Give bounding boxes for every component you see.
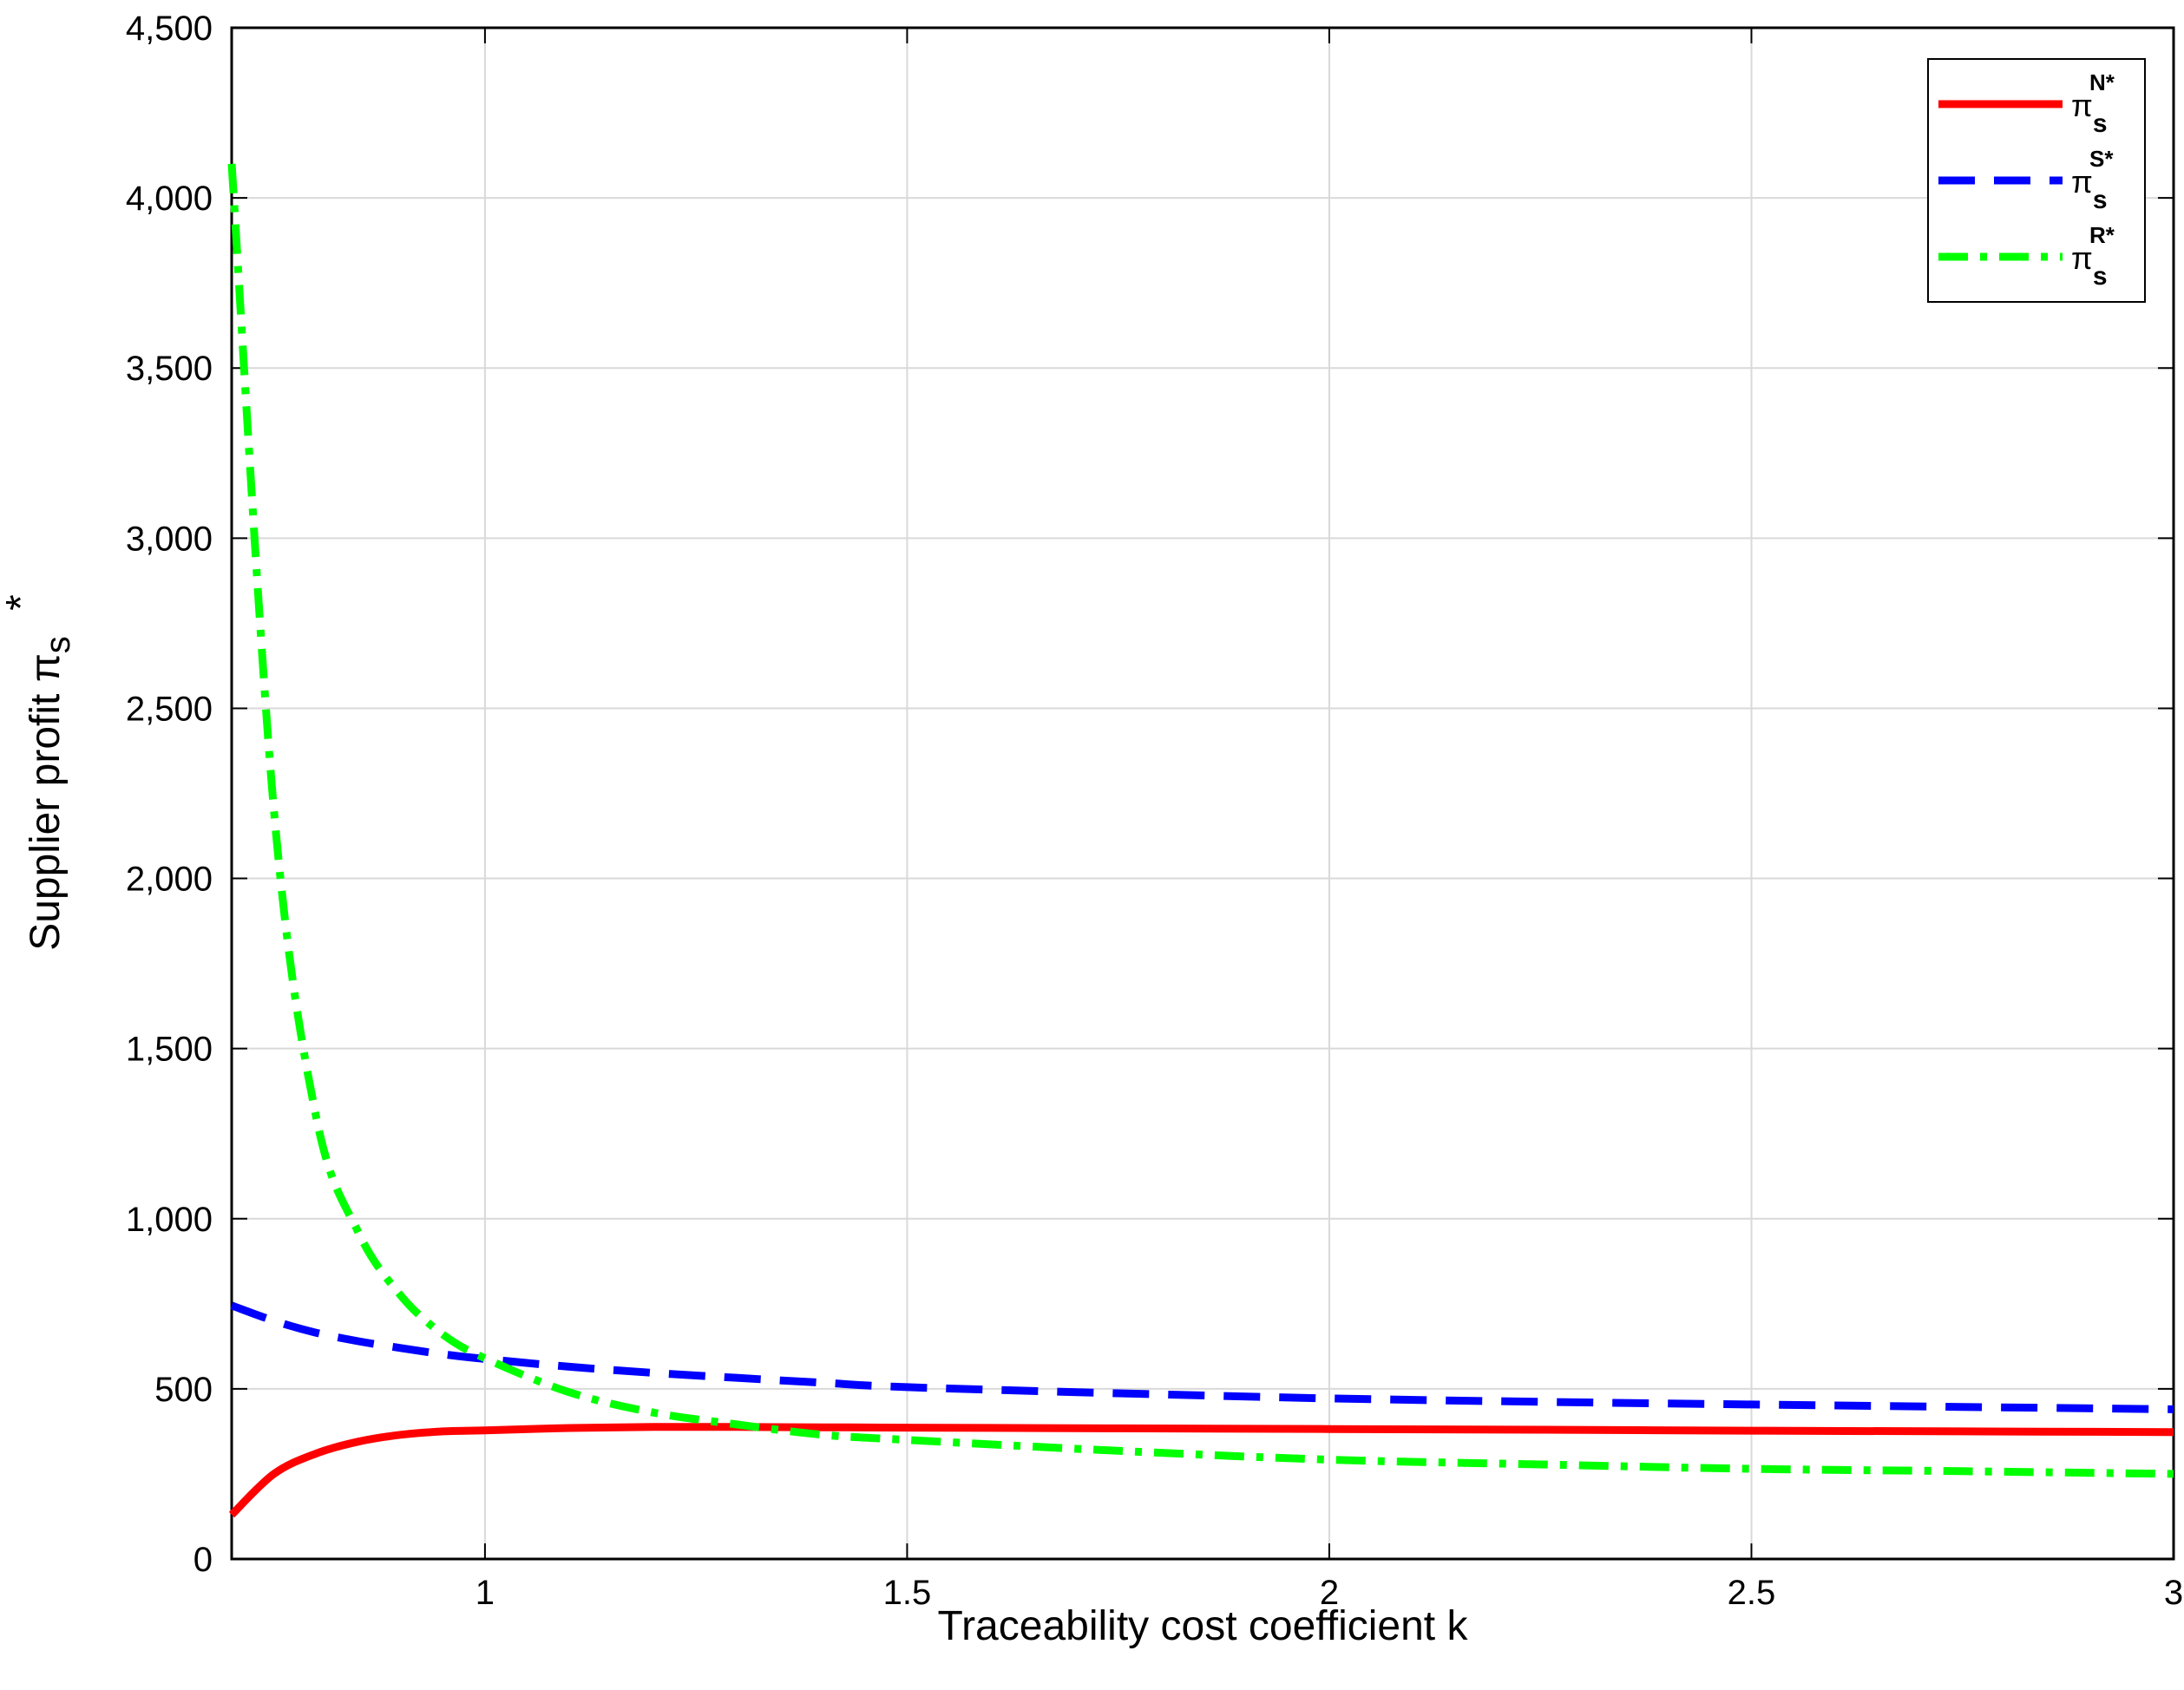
y-axis-label-group: Supplier profit πs *: [0, 594, 77, 951]
y-tick-label: 2,000: [126, 861, 213, 899]
y-tick-label: 0: [193, 1541, 213, 1579]
y-axis-label-sup: *: [0, 594, 44, 611]
y-tick-label: 3,000: [126, 520, 213, 558]
y-tick-label: 1,500: [126, 1031, 213, 1069]
legend-label-sup: S*: [2089, 146, 2114, 172]
y-tick-label: 500: [154, 1371, 213, 1409]
legend-label: πs: [2071, 88, 2108, 138]
series-line-s: [230, 1301, 2174, 1413]
plot-frame: [230, 26, 2175, 1561]
legend-label: πs: [2071, 164, 2108, 214]
series-line-n: [228, 1423, 2174, 1518]
y-axis-label: Supplier profit πs: [23, 636, 77, 951]
legend-label-main: π: [2071, 88, 2093, 123]
legend-label-sub: s: [2093, 109, 2108, 138]
x-tick-label: 1: [475, 1574, 495, 1612]
ticks: 1 1.5 2 2.5 3 0 500 1,000 1,500 2,000 2,500 3,000 3,…: [126, 10, 2183, 1612]
y-tick-label: 4,500: [126, 10, 213, 48]
x-tick-label: 1.5: [883, 1574, 932, 1612]
series-line-r: [227, 163, 2174, 1478]
legend-label-sup: R*: [2089, 222, 2115, 248]
y-tick-label: 3,500: [126, 350, 213, 388]
legend-label-sub: s: [2093, 262, 2108, 291]
x-axis-label: Traceability cost coefficient k: [938, 1603, 1469, 1649]
x-tick-label: 3: [2164, 1574, 2183, 1612]
x-tick-label: 2: [1320, 1574, 1339, 1612]
legend-label-main: π: [2071, 240, 2093, 276]
legend-label-main: π: [2071, 164, 2093, 200]
y-tick-label: 1,000: [126, 1201, 213, 1239]
legend-label-sup: N*: [2089, 69, 2115, 95]
y-axis-label-main: Supplier profit π: [23, 653, 69, 951]
y-tick-label: 2,500: [126, 690, 213, 728]
y-axis-label-sub: s: [39, 636, 77, 653]
legend-label-sub: s: [2093, 186, 2108, 214]
legend: πsN*πsS*πsR*: [1927, 58, 2146, 303]
series-layer: [227, 163, 2174, 1518]
x-tick-label: 2.5: [1728, 1574, 1776, 1612]
y-tick-label: 4,000: [126, 180, 213, 218]
legend-label: πs: [2071, 240, 2108, 291]
